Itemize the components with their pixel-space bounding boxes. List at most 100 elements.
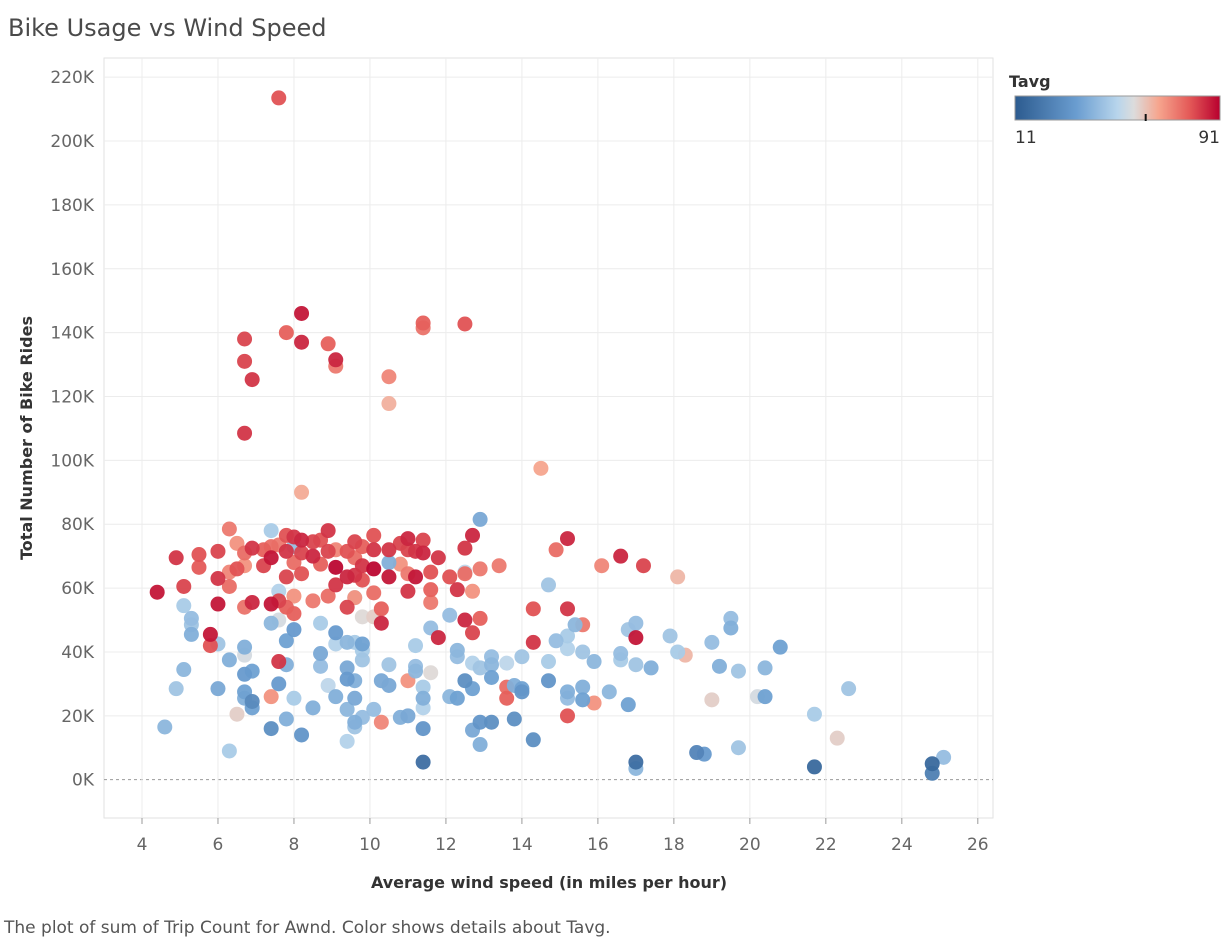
data-point [457, 673, 473, 689]
data-point [670, 644, 686, 660]
data-point [472, 610, 488, 626]
data-point [430, 630, 446, 646]
data-point [586, 654, 602, 670]
data-point [320, 543, 336, 559]
y-tick-label: 60K [61, 579, 95, 599]
data-point [244, 372, 260, 388]
data-point [305, 548, 321, 564]
data-point [772, 639, 788, 655]
data-point [924, 756, 940, 772]
y-axis-title: Total Number of Bike Rides [17, 316, 36, 560]
x-tick-label: 26 [967, 835, 989, 855]
data-point [271, 654, 287, 670]
data-point [366, 542, 382, 558]
data-point [525, 601, 541, 617]
data-point [662, 628, 678, 644]
data-point [366, 527, 382, 543]
data-point [491, 558, 507, 574]
x-tick-label: 8 [289, 835, 300, 855]
data-point [263, 721, 279, 737]
data-point [176, 578, 192, 594]
y-tick-label: 180K [50, 196, 94, 216]
data-point [339, 634, 355, 650]
data-point [328, 559, 344, 575]
data-point [191, 547, 207, 563]
data-point [237, 331, 253, 347]
data-point [548, 542, 564, 558]
data-point [415, 721, 431, 737]
data-point [237, 353, 253, 369]
data-point [408, 569, 424, 585]
data-point [559, 684, 575, 700]
data-point [548, 633, 564, 649]
x-tick-label: 14 [511, 835, 533, 855]
data-point [202, 626, 218, 642]
data-point [202, 638, 218, 654]
data-point [757, 689, 773, 705]
data-point [278, 711, 294, 727]
y-tick-label: 220K [50, 68, 94, 88]
data-point [237, 639, 253, 655]
data-point [354, 609, 370, 625]
data-point [575, 644, 591, 660]
data-point [423, 594, 439, 610]
data-point [294, 566, 310, 582]
data-point [704, 692, 720, 708]
data-point [567, 617, 583, 633]
data-point [415, 690, 431, 706]
data-point [415, 754, 431, 770]
data-point [347, 534, 363, 550]
data-point [263, 615, 279, 631]
data-point [305, 700, 321, 716]
data-point [449, 690, 465, 706]
data-point [320, 523, 336, 539]
data-point [415, 315, 431, 331]
data-point [244, 594, 260, 610]
data-point [221, 743, 237, 759]
data-point [499, 690, 515, 706]
data-point [472, 511, 488, 527]
data-point [176, 662, 192, 678]
data-point [449, 582, 465, 598]
data-point [263, 596, 279, 612]
data-point [294, 484, 310, 500]
data-point [704, 634, 720, 650]
data-point [559, 628, 575, 644]
data-point [381, 677, 397, 693]
data-point [423, 665, 439, 681]
data-point [559, 601, 575, 617]
data-points [149, 90, 952, 781]
data-point [305, 534, 321, 550]
data-point [575, 679, 591, 695]
data-point [415, 545, 431, 561]
data-point [305, 593, 321, 609]
data-point [457, 612, 473, 628]
legend-min: 11 [1015, 128, 1037, 148]
data-point [339, 569, 355, 585]
data-point [415, 532, 431, 548]
y-tick-label: 200K [50, 132, 94, 152]
y-tick-label: 140K [50, 324, 94, 344]
data-point [328, 636, 344, 652]
data-point [294, 334, 310, 350]
grid [103, 57, 994, 819]
data-point [408, 638, 424, 654]
data-point [229, 706, 245, 722]
data-point [210, 571, 226, 587]
data-point [635, 558, 651, 574]
data-point [354, 636, 370, 652]
data-point [373, 601, 389, 617]
data-point [514, 649, 530, 665]
x-tick-label: 16 [587, 835, 609, 855]
data-point [613, 646, 629, 662]
data-point [472, 561, 488, 577]
data-point [381, 396, 397, 412]
data-point [373, 714, 389, 730]
x-tick-label: 18 [663, 835, 685, 855]
x-tick-label: 12 [435, 835, 457, 855]
data-point [559, 531, 575, 547]
x-axis-title: Average wind speed (in miles per hour) [371, 873, 727, 892]
data-point [723, 620, 739, 636]
data-point [320, 336, 336, 352]
